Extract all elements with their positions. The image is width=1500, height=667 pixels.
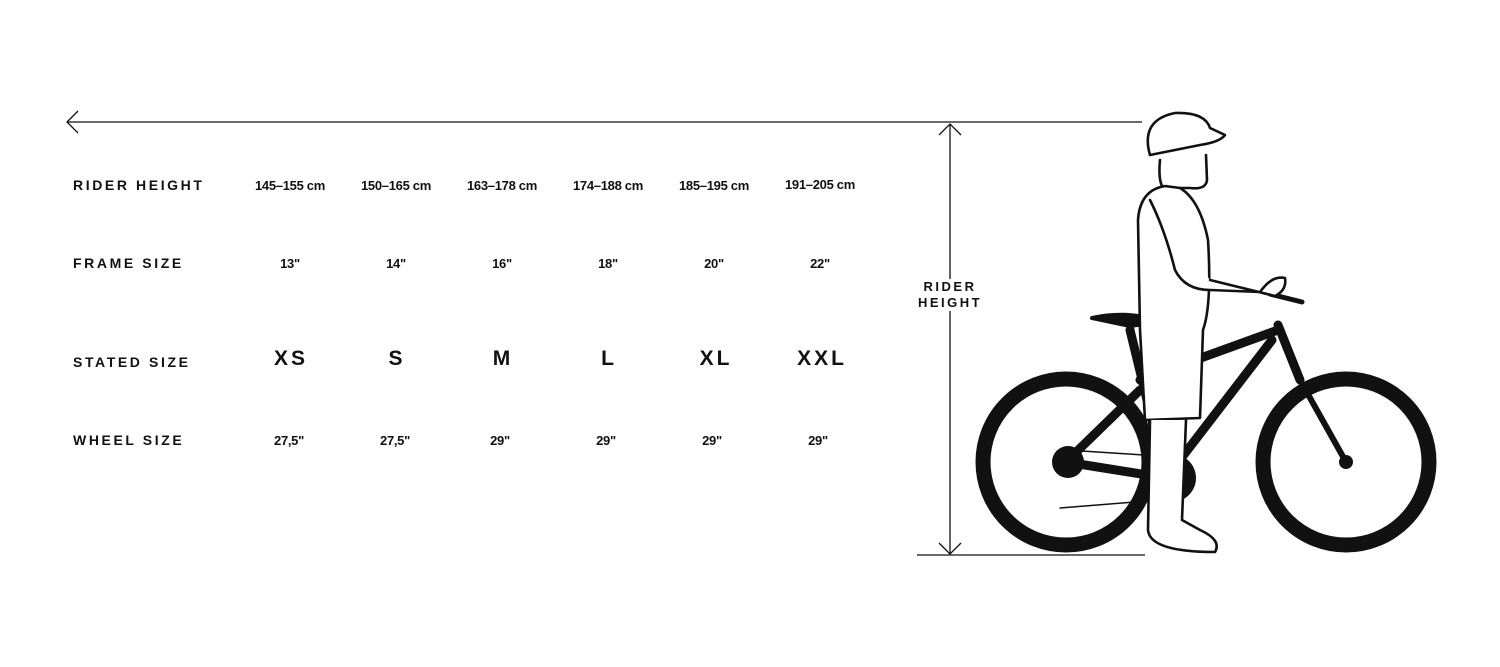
cell-frame-size: 13" — [280, 256, 300, 271]
cell-stated-size: XL — [699, 347, 733, 370]
rider-with-bicycle-icon — [975, 111, 1437, 554]
cell-wheel-size: 29" — [596, 433, 616, 448]
cell-frame-size: 14" — [386, 256, 406, 271]
cell-rider-height: 174–188 cm — [572, 178, 643, 193]
cell-stated-size: L — [601, 347, 617, 370]
cell-stated-size: XS — [273, 347, 308, 370]
cell-wheel-size: 29" — [490, 433, 510, 448]
cell-stated-size: M — [492, 347, 514, 370]
cell-frame-size: 20" — [704, 256, 724, 271]
row-label-wheel-size: WHEEL SIZE — [73, 432, 185, 448]
cell-frame-size: 22" — [810, 256, 830, 271]
cell-rider-height: 163–178 cm — [466, 178, 537, 193]
row-label-frame-size: FRAME SIZE — [73, 255, 184, 271]
cell-stated-size: XXL — [797, 347, 847, 370]
measure-label-line1: RIDER — [923, 279, 977, 294]
front-wheel — [1255, 371, 1437, 553]
up-arrow-head-icon — [938, 123, 962, 136]
cell-frame-size: 18" — [598, 256, 618, 271]
down-arrow-head-icon — [938, 542, 962, 555]
cell-rider-height: 191–205 cm — [784, 177, 855, 192]
cell-rider-height: 150–165 cm — [360, 178, 431, 193]
measure-label-line2: HEIGHT — [917, 295, 983, 310]
cell-wheel-size: 27,5" — [380, 433, 410, 448]
row-label-stated-size: STATED SIZE — [73, 354, 191, 370]
rider-height-measure-label: RIDER HEIGHT — [900, 279, 1000, 311]
cell-rider-height: 185–195 cm — [678, 178, 749, 193]
cell-stated-size: S — [388, 347, 406, 370]
cell-wheel-size: 29" — [702, 433, 722, 448]
left-arrow-head-icon — [66, 110, 79, 134]
cell-wheel-size: 29" — [808, 433, 828, 448]
row-label-rider-height: RIDER HEIGHT — [73, 177, 205, 193]
cell-frame-size: 16" — [492, 256, 512, 271]
cell-rider-height: 145–155 cm — [254, 178, 325, 193]
cell-wheel-size: 27,5" — [274, 433, 304, 448]
